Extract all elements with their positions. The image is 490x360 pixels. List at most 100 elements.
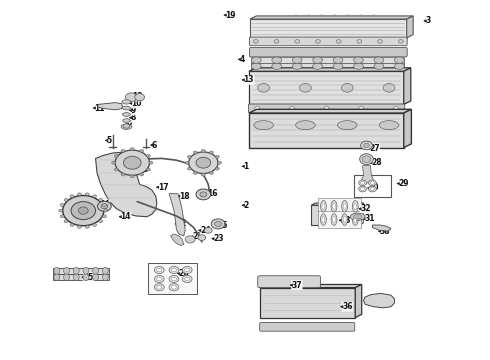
Ellipse shape <box>83 274 89 281</box>
Text: 22: 22 <box>176 219 187 228</box>
Circle shape <box>98 201 111 211</box>
Circle shape <box>121 149 125 152</box>
Polygon shape <box>407 16 413 38</box>
FancyBboxPatch shape <box>148 263 197 294</box>
Circle shape <box>370 188 374 190</box>
Circle shape <box>112 161 116 164</box>
Ellipse shape <box>272 63 282 69</box>
Text: 18: 18 <box>179 192 190 201</box>
Circle shape <box>182 275 192 283</box>
Circle shape <box>70 224 74 226</box>
Polygon shape <box>260 284 362 288</box>
FancyBboxPatch shape <box>260 323 355 331</box>
Circle shape <box>253 40 258 43</box>
Ellipse shape <box>362 156 371 162</box>
Ellipse shape <box>354 63 364 69</box>
Polygon shape <box>249 109 412 113</box>
Text: 7: 7 <box>128 120 133 129</box>
Circle shape <box>361 188 365 190</box>
Text: 3: 3 <box>425 16 431 25</box>
Ellipse shape <box>333 57 343 63</box>
Text: 6: 6 <box>152 140 157 150</box>
Ellipse shape <box>121 124 132 129</box>
Circle shape <box>157 285 162 289</box>
Circle shape <box>64 220 68 223</box>
Ellipse shape <box>320 201 326 212</box>
Circle shape <box>63 195 104 226</box>
Circle shape <box>187 156 191 158</box>
Ellipse shape <box>322 203 325 210</box>
Circle shape <box>93 224 97 226</box>
Text: 24: 24 <box>200 226 210 235</box>
Circle shape <box>210 172 214 175</box>
Ellipse shape <box>251 57 261 63</box>
Circle shape <box>316 40 320 43</box>
Circle shape <box>71 202 96 220</box>
Ellipse shape <box>343 216 346 223</box>
Ellipse shape <box>64 267 70 274</box>
Circle shape <box>59 209 63 212</box>
Text: 34: 34 <box>99 200 110 209</box>
Ellipse shape <box>333 203 336 210</box>
Circle shape <box>85 193 89 196</box>
Circle shape <box>185 236 195 243</box>
Text: 10: 10 <box>131 99 141 108</box>
Circle shape <box>196 157 211 168</box>
Circle shape <box>101 204 108 209</box>
Ellipse shape <box>394 63 404 69</box>
Circle shape <box>102 203 106 206</box>
Ellipse shape <box>313 57 322 63</box>
Ellipse shape <box>354 57 364 63</box>
Circle shape <box>324 107 329 110</box>
Text: 29: 29 <box>398 179 409 188</box>
Circle shape <box>149 161 153 164</box>
Ellipse shape <box>102 274 108 281</box>
Polygon shape <box>311 203 364 205</box>
Text: 39: 39 <box>380 295 390 304</box>
Circle shape <box>125 93 137 102</box>
Ellipse shape <box>122 106 130 110</box>
FancyBboxPatch shape <box>249 37 407 46</box>
Circle shape <box>216 156 220 158</box>
FancyBboxPatch shape <box>248 104 405 113</box>
Text: 13: 13 <box>244 76 254 85</box>
Circle shape <box>77 193 81 196</box>
Ellipse shape <box>331 214 337 225</box>
Circle shape <box>193 151 197 154</box>
Bar <box>251 57 404 63</box>
Circle shape <box>93 195 97 198</box>
Circle shape <box>169 284 179 291</box>
Circle shape <box>60 215 64 218</box>
Polygon shape <box>98 103 122 110</box>
Circle shape <box>172 277 176 281</box>
Circle shape <box>295 40 300 43</box>
Ellipse shape <box>54 274 60 281</box>
Ellipse shape <box>342 214 347 225</box>
Text: 17: 17 <box>158 183 169 192</box>
Text: 4: 4 <box>240 55 245 64</box>
Ellipse shape <box>354 216 357 223</box>
Circle shape <box>157 268 162 272</box>
Ellipse shape <box>374 57 384 63</box>
Circle shape <box>378 40 383 43</box>
Text: 27: 27 <box>369 144 380 153</box>
Ellipse shape <box>74 267 79 274</box>
Ellipse shape <box>333 63 343 69</box>
Ellipse shape <box>102 267 108 274</box>
Circle shape <box>361 181 365 184</box>
Circle shape <box>398 40 403 43</box>
Circle shape <box>147 154 150 157</box>
Circle shape <box>359 107 364 110</box>
Circle shape <box>393 107 398 110</box>
Ellipse shape <box>354 203 357 210</box>
Ellipse shape <box>350 213 365 220</box>
Ellipse shape <box>295 121 315 130</box>
Text: 5: 5 <box>107 136 112 145</box>
Circle shape <box>130 175 134 178</box>
Text: 23: 23 <box>213 234 223 243</box>
Circle shape <box>187 167 191 170</box>
Polygon shape <box>404 68 411 104</box>
FancyBboxPatch shape <box>249 48 407 57</box>
Circle shape <box>193 172 197 175</box>
Circle shape <box>154 275 164 283</box>
